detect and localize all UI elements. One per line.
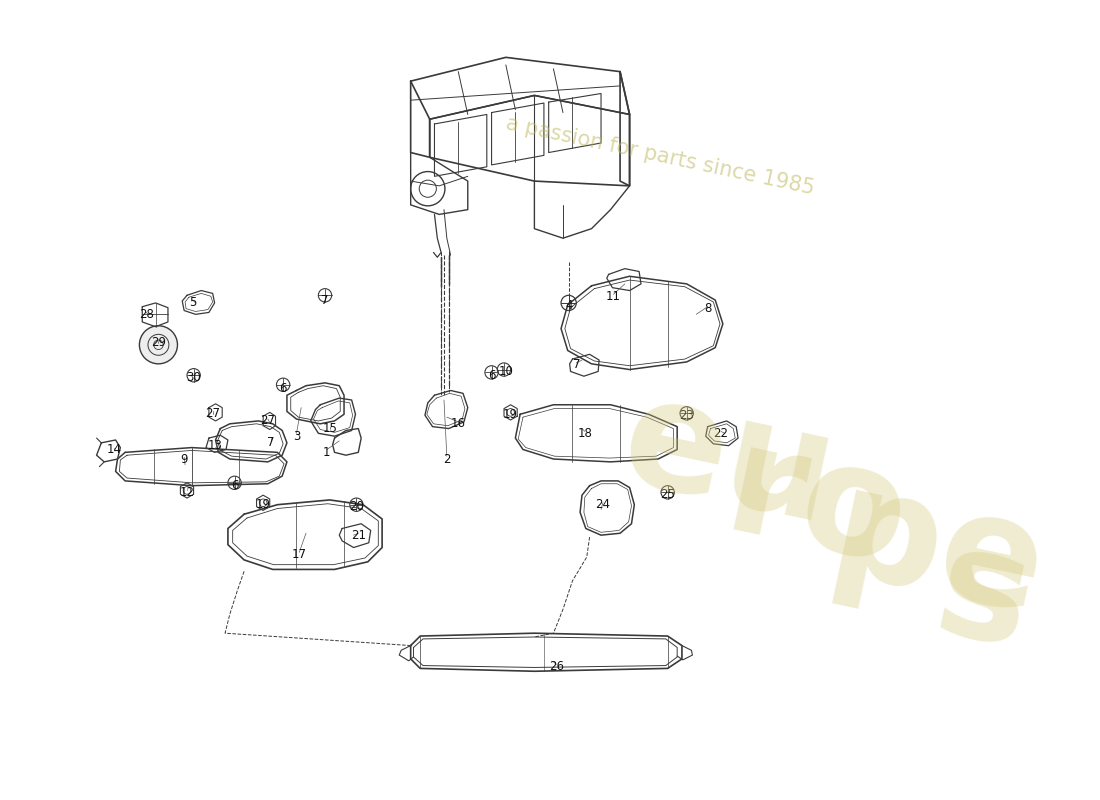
Text: 11: 11 xyxy=(606,290,620,302)
Text: 6: 6 xyxy=(487,369,495,382)
Text: ro: ro xyxy=(713,415,921,598)
Text: 14: 14 xyxy=(107,443,121,456)
Text: 30: 30 xyxy=(186,370,201,384)
Text: 12: 12 xyxy=(179,486,195,499)
Text: 21: 21 xyxy=(351,529,366,542)
Text: 19: 19 xyxy=(503,408,518,421)
Text: 7: 7 xyxy=(267,436,275,450)
Text: 29: 29 xyxy=(151,336,166,350)
Text: 7: 7 xyxy=(572,358,580,371)
Text: 22: 22 xyxy=(714,427,728,440)
Text: 8: 8 xyxy=(704,302,712,315)
Text: 18: 18 xyxy=(578,427,592,440)
Text: pe: pe xyxy=(818,458,1057,647)
Text: 1: 1 xyxy=(323,446,331,459)
Text: 6: 6 xyxy=(279,382,287,395)
Text: a passion for parts since 1985: a passion for parts since 1985 xyxy=(504,114,816,199)
Text: 28: 28 xyxy=(139,308,154,321)
Text: 20: 20 xyxy=(349,500,364,513)
Text: 23: 23 xyxy=(680,409,694,422)
Text: 7: 7 xyxy=(321,294,329,306)
Text: s: s xyxy=(923,516,1043,680)
Text: 3: 3 xyxy=(293,430,300,442)
Text: 27: 27 xyxy=(261,414,275,427)
Text: 5: 5 xyxy=(189,297,197,310)
Circle shape xyxy=(140,326,177,364)
Text: 26: 26 xyxy=(549,660,564,673)
Text: 13: 13 xyxy=(208,439,223,452)
Text: 9: 9 xyxy=(180,453,188,466)
Text: 6: 6 xyxy=(231,479,239,492)
Text: eu: eu xyxy=(608,366,847,556)
Text: 17: 17 xyxy=(292,548,307,561)
Text: 25: 25 xyxy=(660,488,675,501)
Text: 2: 2 xyxy=(443,453,451,466)
Text: 19: 19 xyxy=(255,498,271,511)
Text: 16: 16 xyxy=(451,418,465,430)
Text: 4: 4 xyxy=(565,299,572,312)
Text: 24: 24 xyxy=(595,498,610,511)
Text: 27: 27 xyxy=(206,407,220,420)
Text: 10: 10 xyxy=(498,365,514,378)
Text: 15: 15 xyxy=(322,422,338,435)
